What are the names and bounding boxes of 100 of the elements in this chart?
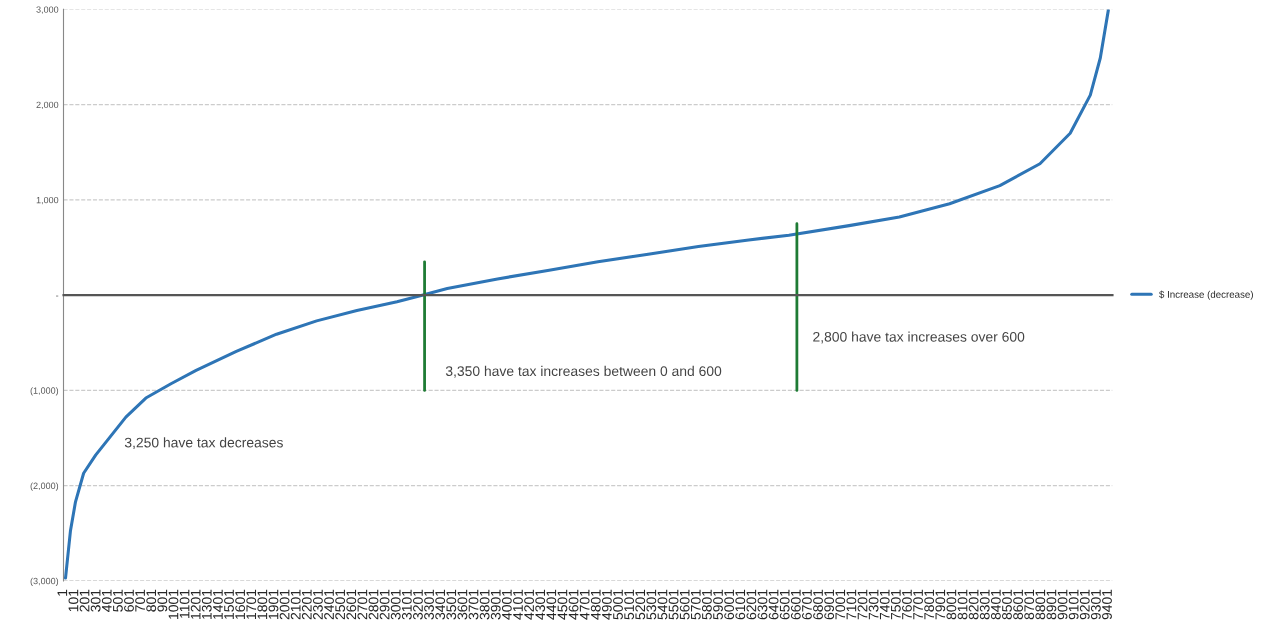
x-tick-label: 801 <box>146 589 157 612</box>
x-tick-label: 8201 <box>968 589 979 620</box>
x-tick-label: 8801 <box>1035 589 1046 620</box>
x-tick-label: 6501 <box>779 589 790 620</box>
x-tick-label: 3301 <box>424 589 434 620</box>
x-tick-label: 8501 <box>1002 589 1012 620</box>
x-tick-label: 1201 <box>190 589 201 619</box>
x-tick-label: 5901 <box>713 589 723 620</box>
x-tick-label: 3101 <box>401 589 412 620</box>
x-tick-label: 7601 <box>902 589 912 620</box>
x-tick-label: 7901 <box>935 589 946 620</box>
y-tick-label: 3,000 <box>36 6 59 14</box>
x-tick-label: 5401 <box>657 589 668 620</box>
x-tick-label: 5701 <box>690 589 701 620</box>
x-tick-label: 1 <box>57 589 68 596</box>
x-tick-label: 9101 <box>1068 589 1079 620</box>
line-series <box>63 9 1110 580</box>
x-tick-label: 6801 <box>813 589 823 620</box>
x-tick-label: 201 <box>79 589 90 612</box>
x-tick-label: 6201 <box>746 589 757 620</box>
x-tick-label: 9401 <box>1102 589 1112 620</box>
x-tick-label: 6301 <box>757 589 768 620</box>
x-tick-label: 1501 <box>224 589 234 619</box>
x-tick-label: 5301 <box>646 589 657 620</box>
x-tick-label: 4001 <box>501 589 512 620</box>
x-tick-label: 5101 <box>624 589 635 620</box>
x-tick-label: 2301 <box>313 589 323 620</box>
y-tick-label: 2,000 <box>36 101 59 110</box>
x-tick-label: 7801 <box>924 589 935 620</box>
x-tick-label: 2001 <box>279 589 290 620</box>
x-tick-label: 8101 <box>957 589 968 620</box>
x-tick-label: 8701 <box>1024 589 1035 620</box>
x-tick-label: 4501 <box>557 589 568 620</box>
x-tick-label: 6601 <box>790 589 801 620</box>
x-tick-label: 3001 <box>390 589 401 620</box>
x-tick-label: 6001 <box>724 589 735 620</box>
x-tick-label: 7701 <box>913 589 923 620</box>
x-tick-label: 6701 <box>802 589 812 620</box>
x-tick-label: 5201 <box>635 589 646 620</box>
y-tick-label: - <box>56 295 59 297</box>
x-tick-label: 4401 <box>546 589 557 620</box>
x-tick-label: 5801 <box>701 589 712 620</box>
x-tick-label: 8901 <box>1046 589 1057 620</box>
x-tick-label: 4201 <box>524 589 534 620</box>
legend-label: $ Increase (decrease) <box>1159 290 1253 300</box>
annotation: 2,800 have tax increases over 600 <box>813 331 1025 344</box>
x-tick-label: 7101 <box>846 589 857 620</box>
x-tick-label: 1801 <box>257 589 268 619</box>
x-tick-label: 4901 <box>601 589 612 620</box>
x-tick-label: 8401 <box>990 589 1001 620</box>
x-tick-label: 701 <box>135 589 146 612</box>
x-tick-label: 7201 <box>857 589 868 620</box>
x-tick-label: 2601 <box>346 589 357 620</box>
x-tick-label: 5601 <box>679 589 690 620</box>
x-tick-label: 1301 <box>201 589 212 619</box>
x-tick-label: 6401 <box>768 589 779 620</box>
x-tick-label: 3901 <box>490 589 501 620</box>
x-tick-label: 4801 <box>590 589 601 620</box>
x-tick-label: 1701 <box>246 589 257 619</box>
x-tick-label: 1901 <box>268 589 279 619</box>
x-tick-label: 8001 <box>946 589 957 620</box>
x-tick-label: 7501 <box>890 589 901 620</box>
y-tick-label: (1,000) <box>30 387 59 396</box>
x-tick-label: 9301 <box>1090 589 1101 620</box>
x-tick-label: 1601 <box>235 589 246 619</box>
x-tick-label: 6101 <box>735 589 746 620</box>
x-tick-label: 1401 <box>212 589 223 619</box>
x-tick-label: 401 <box>101 589 112 612</box>
x-tick-label: 7301 <box>868 589 879 620</box>
annotation: 3,250 have tax decreases <box>124 437 283 450</box>
x-tick-label: 3401 <box>435 589 446 620</box>
x-tick-label: 8601 <box>1013 589 1023 620</box>
x-tick-label: 7001 <box>835 589 846 620</box>
x-tick-label: 3201 <box>413 589 423 620</box>
x-tick-label: 2101 <box>290 589 301 620</box>
y-tick-label: (2,000) <box>30 482 59 491</box>
x-tick-label: 3801 <box>479 589 490 620</box>
x-tick-label: 2801 <box>368 589 379 620</box>
x-tick-label: 1001 <box>168 589 179 619</box>
x-tick-label: 2701 <box>357 589 368 620</box>
x-tick-label: 4301 <box>535 589 546 620</box>
x-tick-label: 4701 <box>579 589 590 620</box>
x-tick-label: 3501 <box>446 589 457 620</box>
x-tick-label: 601 <box>124 589 134 612</box>
x-tick-label: 5001 <box>613 589 623 620</box>
x-tick-label: 101 <box>68 589 79 612</box>
x-tick-label: 2901 <box>379 589 390 620</box>
x-tick-label: 9001 <box>1057 589 1068 620</box>
x-tick-label: 2201 <box>301 589 312 620</box>
x-tick-label: 4601 <box>568 589 579 620</box>
x-tick-label: 301 <box>90 589 101 612</box>
x-tick-label: 6901 <box>824 589 835 620</box>
y-tick-label: (3,000) <box>30 577 59 587</box>
x-tick-label: 3701 <box>468 589 479 620</box>
x-tick-label: 2401 <box>324 589 334 620</box>
y-tick-label: 1,000 <box>36 196 59 205</box>
x-tick-label: 7401 <box>879 589 890 620</box>
x-tick-label: 2501 <box>335 589 346 620</box>
x-tick-label: 4101 <box>513 589 523 620</box>
x-tick-label: 5501 <box>668 589 679 620</box>
